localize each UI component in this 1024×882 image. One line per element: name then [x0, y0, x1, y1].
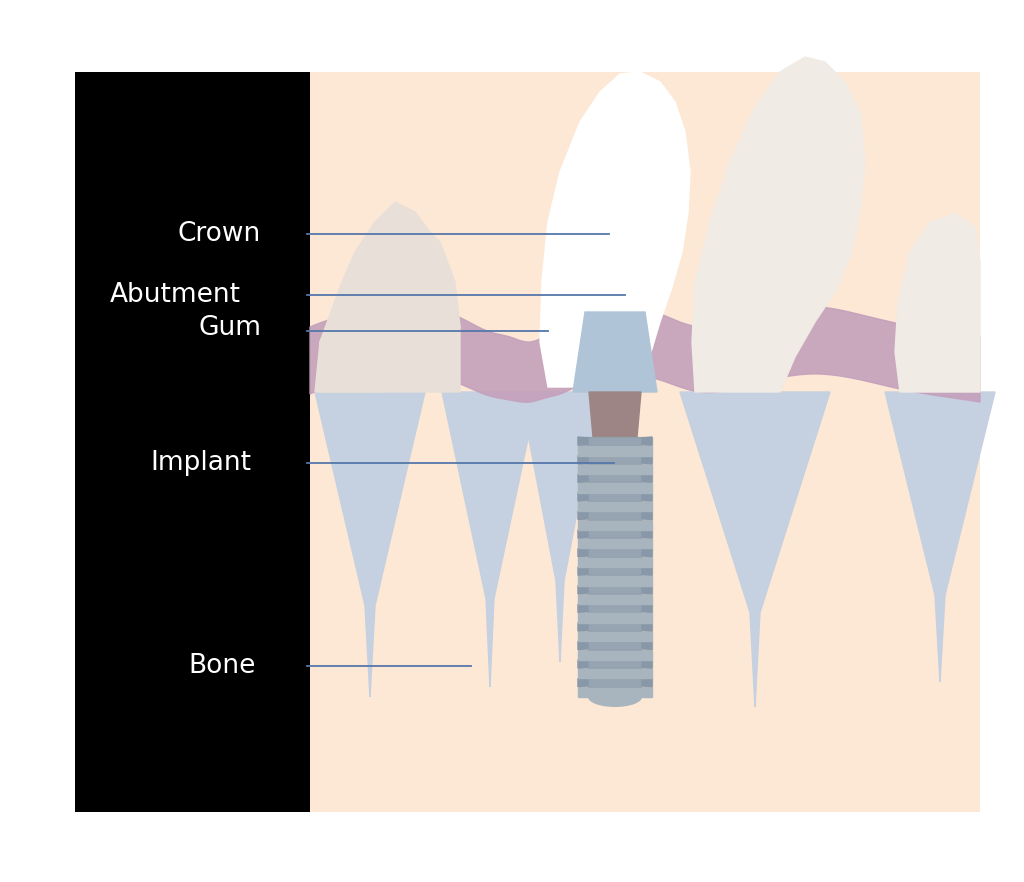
Polygon shape	[642, 512, 652, 519]
Polygon shape	[578, 530, 588, 538]
Polygon shape	[578, 632, 652, 641]
Polygon shape	[578, 651, 652, 660]
Polygon shape	[578, 465, 652, 475]
Polygon shape	[578, 660, 652, 669]
Polygon shape	[642, 567, 652, 575]
Polygon shape	[642, 456, 652, 464]
Polygon shape	[578, 623, 588, 632]
Polygon shape	[578, 483, 652, 493]
Polygon shape	[692, 57, 865, 392]
Text: Crown: Crown	[178, 220, 261, 247]
Polygon shape	[578, 475, 652, 482]
Polygon shape	[578, 520, 652, 530]
Bar	[75, 72, 315, 812]
Polygon shape	[573, 312, 657, 392]
Text: Abutment: Abutment	[110, 282, 241, 309]
Polygon shape	[578, 557, 652, 567]
Bar	[75, 72, 985, 812]
Polygon shape	[642, 623, 652, 632]
Polygon shape	[578, 475, 588, 482]
Polygon shape	[578, 678, 652, 687]
Polygon shape	[578, 567, 652, 575]
Polygon shape	[578, 613, 652, 623]
Polygon shape	[578, 604, 588, 612]
Polygon shape	[578, 567, 588, 575]
Polygon shape	[895, 214, 980, 392]
Polygon shape	[578, 530, 652, 538]
Polygon shape	[578, 688, 652, 697]
Text: Implant: Implant	[150, 450, 251, 476]
Polygon shape	[578, 539, 652, 549]
Polygon shape	[578, 604, 652, 612]
Polygon shape	[642, 475, 652, 482]
Polygon shape	[680, 392, 830, 707]
Bar	[588, 437, 642, 697]
Polygon shape	[578, 502, 652, 512]
Polygon shape	[578, 437, 588, 445]
Text: Gum: Gum	[198, 315, 261, 341]
Polygon shape	[578, 512, 652, 519]
Polygon shape	[642, 586, 652, 594]
Ellipse shape	[588, 687, 642, 707]
Polygon shape	[885, 392, 995, 682]
Polygon shape	[578, 623, 652, 632]
Polygon shape	[315, 392, 425, 697]
Polygon shape	[540, 72, 690, 387]
Polygon shape	[642, 604, 652, 612]
Polygon shape	[319, 202, 460, 392]
Polygon shape	[578, 586, 652, 594]
Polygon shape	[578, 549, 652, 557]
Polygon shape	[578, 493, 652, 501]
Polygon shape	[578, 641, 652, 650]
Polygon shape	[642, 530, 652, 538]
Polygon shape	[578, 493, 588, 501]
Polygon shape	[589, 392, 641, 437]
Polygon shape	[642, 549, 652, 557]
Polygon shape	[520, 392, 600, 662]
Polygon shape	[578, 576, 652, 586]
Polygon shape	[642, 660, 652, 669]
Polygon shape	[310, 307, 980, 402]
Polygon shape	[642, 678, 652, 687]
Polygon shape	[578, 641, 588, 650]
Polygon shape	[642, 641, 652, 650]
Polygon shape	[578, 456, 588, 464]
Polygon shape	[578, 437, 652, 445]
Polygon shape	[578, 512, 588, 519]
Polygon shape	[642, 493, 652, 501]
Polygon shape	[442, 392, 538, 687]
Polygon shape	[578, 456, 652, 464]
Polygon shape	[578, 586, 588, 594]
Polygon shape	[578, 446, 652, 456]
Polygon shape	[578, 594, 652, 604]
Polygon shape	[642, 437, 652, 445]
Text: Bone: Bone	[188, 653, 256, 679]
Polygon shape	[578, 660, 588, 669]
Bar	[310, 72, 980, 812]
Polygon shape	[578, 669, 652, 678]
Polygon shape	[578, 678, 588, 687]
Polygon shape	[315, 217, 460, 392]
Polygon shape	[578, 549, 588, 557]
